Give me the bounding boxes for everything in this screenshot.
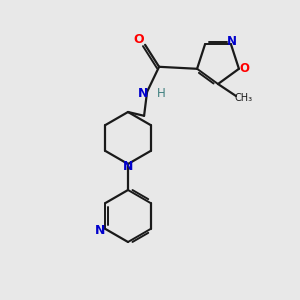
- Text: O: O: [239, 62, 249, 75]
- Text: CH₃: CH₃: [235, 93, 253, 103]
- Text: N: N: [95, 224, 106, 236]
- Text: N: N: [123, 160, 133, 172]
- Text: N: N: [138, 87, 148, 100]
- Text: N: N: [227, 35, 237, 48]
- Text: H: H: [157, 87, 166, 100]
- Text: O: O: [134, 33, 144, 46]
